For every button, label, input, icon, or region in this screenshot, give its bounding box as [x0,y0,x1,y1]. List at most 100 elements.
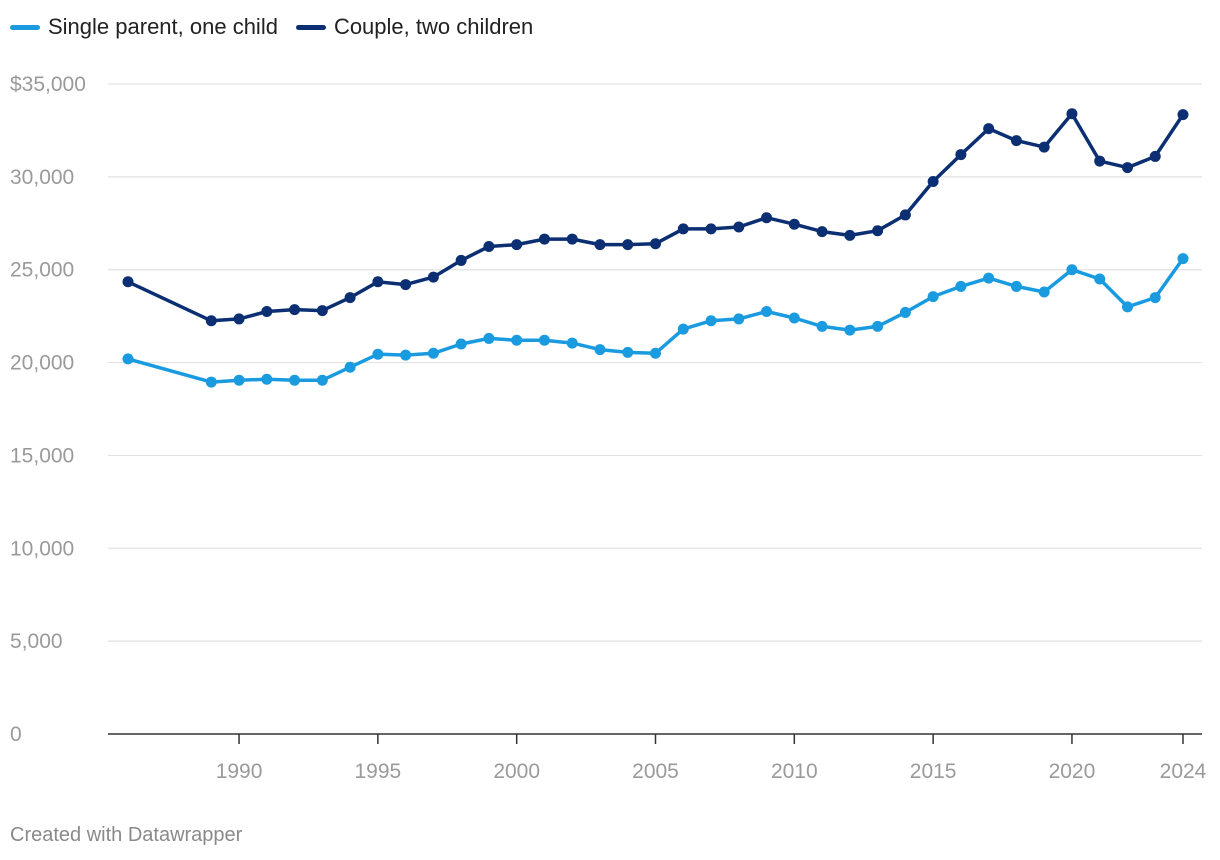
legend-swatch [10,24,40,30]
data-point-single-parent-one-child [816,320,828,332]
data-point-single-parent-one-child [1010,280,1022,292]
series-line-single-parent-one-child [126,256,1185,384]
data-point-single-parent-one-child [761,306,773,317]
data-point-couple-two-children [705,223,717,235]
y-tick-label: 25,000 [10,259,74,282]
y-tick-label: 5,000 [10,630,63,653]
data-point-single-parent-one-child [622,346,634,358]
data-point-couple-two-children [983,123,995,135]
x-tick-label: 2024 [1160,760,1207,783]
x-tick-label: 1995 [355,760,402,783]
data-point-single-parent-one-child [400,349,412,361]
data-point-couple-two-children [455,254,467,266]
data-point-single-parent-one-child [927,291,939,303]
legend-swatch [295,24,326,30]
x-tick-label: 1990 [216,760,263,783]
data-point-couple-two-children [483,241,495,252]
data-point-single-parent-one-child [1177,253,1189,265]
data-point-single-parent-one-child [566,337,578,349]
data-point-single-parent-one-child [677,323,689,335]
x-tick-label: 2000 [493,760,540,783]
data-point-couple-two-children [427,271,439,283]
data-point-couple-two-children [344,292,356,304]
data-point-couple-two-children [538,233,550,245]
data-point-single-parent-one-child [261,373,273,385]
data-point-couple-two-children [872,225,884,237]
data-point-couple-two-children [372,276,384,288]
data-point-single-parent-one-child [483,332,495,344]
data-point-single-parent-one-child [983,272,995,284]
legend-label: Single parent, one child [48,14,278,39]
legend: Single parent, one child Couple, two chil… [10,14,533,40]
data-point-couple-two-children [594,239,606,251]
data-point-single-parent-one-child [316,374,328,386]
data-point-couple-two-children [677,223,689,235]
data-point-couple-two-children [400,279,412,291]
data-point-single-parent-one-child [372,348,384,360]
data-point-single-parent-one-child [1094,273,1106,285]
legend-item-single-parent-one-child: Single parent, one child [10,14,278,40]
data-point-couple-two-children [316,305,328,317]
y-tick-label: 15,000 [10,444,74,467]
data-point-single-parent-one-child [289,374,301,386]
data-point-couple-two-children [289,304,301,316]
data-point-single-parent-one-child [788,312,800,324]
data-point-couple-two-children [622,239,634,251]
data-point-couple-two-children [1094,155,1106,167]
x-tick-label: 2015 [910,760,957,783]
data-point-couple-two-children [788,218,800,230]
data-point-single-parent-one-child [872,320,884,332]
y-tick-label: $35,000 [10,73,86,96]
data-point-single-parent-one-child [427,347,439,359]
data-point-single-parent-one-child [899,306,911,318]
data-point-single-parent-one-child [1121,301,1133,313]
data-point-single-parent-one-child [1149,292,1161,304]
data-point-single-parent-one-child [538,334,550,346]
data-point-couple-two-children [511,239,523,251]
data-point-couple-two-children [816,226,828,238]
data-point-single-parent-one-child [455,338,467,350]
data-point-couple-two-children [761,212,773,224]
data-point-single-parent-one-child [1066,264,1078,276]
data-point-couple-two-children [927,176,939,187]
x-tick-label: 2010 [771,760,818,783]
data-point-couple-two-children [733,221,745,233]
legend-item-couple-two-children: Couple, two children [295,14,534,40]
data-point-couple-two-children [205,315,217,327]
data-point-single-parent-one-child [344,361,356,373]
data-point-couple-two-children [1177,109,1189,121]
data-point-couple-two-children [261,306,273,317]
y-tick-label: 10,000 [10,537,74,560]
y-tick-label: 20,000 [10,352,74,375]
data-point-single-parent-one-child [1038,286,1050,298]
data-point-couple-two-children [233,313,245,325]
data-point-couple-two-children [1038,141,1050,153]
data-point-single-parent-one-child [594,344,606,356]
data-point-single-parent-one-child [233,374,245,386]
data-point-couple-two-children [1121,162,1133,174]
x-tick-label: 2005 [632,760,679,783]
data-point-couple-two-children [1149,150,1161,162]
y-tick-label: 0 [10,723,22,746]
data-point-couple-two-children [122,276,134,288]
data-point-single-parent-one-child [733,313,745,325]
footer-credit: Created with Datawrapper [10,824,243,846]
data-point-single-parent-one-child [955,280,967,292]
data-point-single-parent-one-child [122,353,134,365]
data-point-couple-two-children [844,229,856,241]
data-point-single-parent-one-child [844,324,856,336]
data-point-couple-two-children [1066,108,1078,120]
x-tick-label: 2020 [1049,760,1096,783]
data-point-single-parent-one-child [650,347,661,359]
data-point-couple-two-children [566,233,578,245]
data-point-single-parent-one-child [511,334,523,346]
data-point-single-parent-one-child [705,315,717,327]
data-point-couple-two-children [1010,135,1022,147]
data-point-couple-two-children [650,238,661,250]
y-tick-label: 30,000 [10,166,74,189]
data-point-single-parent-one-child [205,376,217,388]
data-point-couple-two-children [899,209,911,221]
data-point-couple-two-children [955,149,967,161]
legend-label: Couple, two children [333,14,534,39]
